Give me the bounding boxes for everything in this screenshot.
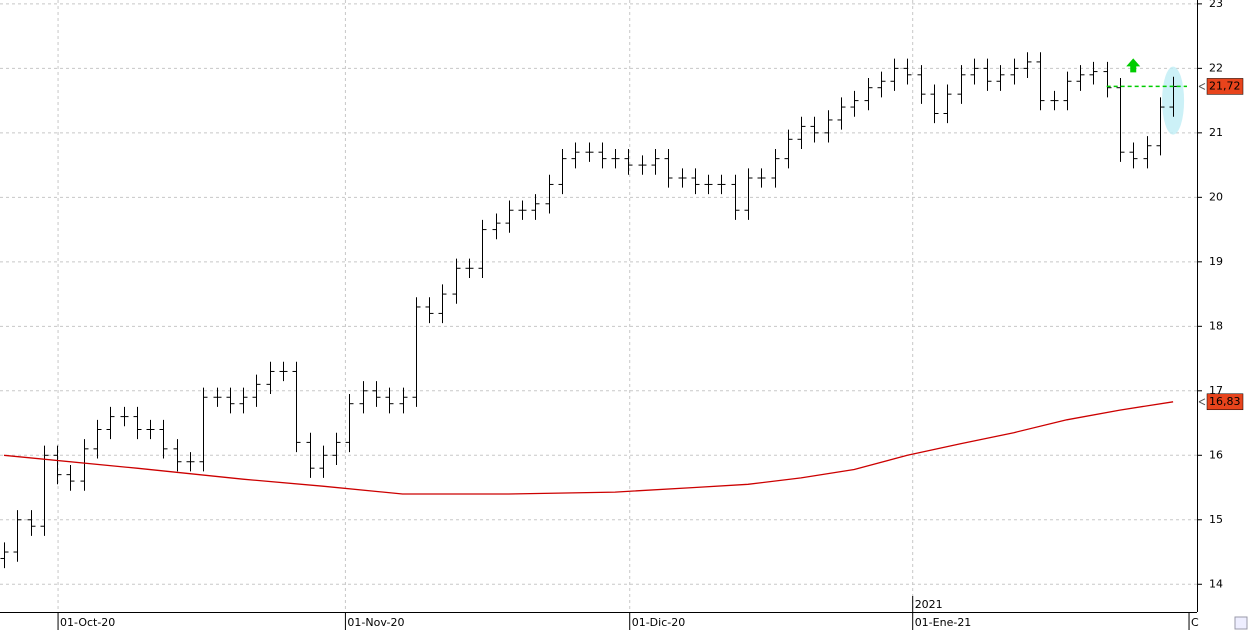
x-tick-label: 01-Oct-20 [60,616,115,629]
moving-average-line [3,401,1174,495]
y-tick-label: 14 [1209,577,1223,590]
y-tick-label: 18 [1209,319,1223,332]
ma-last-label: 16,83 [1209,395,1241,408]
y-tick-label: 15 [1209,513,1223,526]
up-arrow [1126,58,1141,73]
x-tick-label: 01-Ene-21 [915,616,972,629]
ma-last-label-pointer [1198,398,1206,406]
last-price-label: 21,72 [1209,79,1241,92]
x-tick-label: C [1191,616,1199,629]
y-tick-label: 16 [1209,448,1223,461]
last-price-label-box [1206,78,1244,95]
ma-last-label-box [1206,393,1244,411]
year-label: 2021 [915,598,943,611]
y-tick-label: 22 [1209,61,1223,74]
y-tick-label: 21 [1209,126,1223,139]
x-tick-label: 01-Dic-20 [632,616,686,629]
y-tick-label: 20 [1209,190,1223,203]
x-tick-label: 01-Nov-20 [347,616,404,629]
corner-icon[interactable] [1234,616,1248,630]
last-price-label-pointer [1198,82,1206,90]
y-tick-label: 23 [1209,0,1223,10]
y-tick-label: 19 [1209,255,1223,268]
